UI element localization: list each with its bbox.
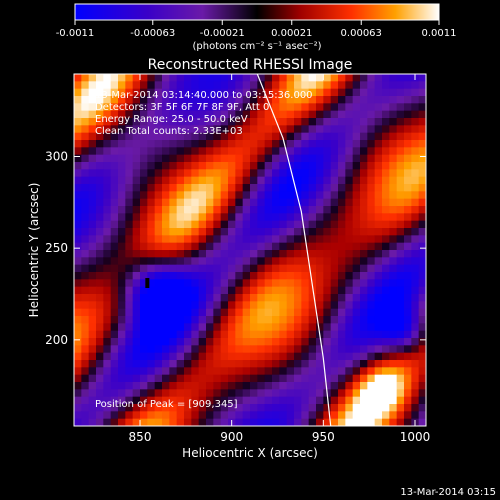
colorbar-unit-label: (photons cm⁻² s⁻¹ asec⁻²) [192,41,321,52]
colorbar-tick-label: 0.00021 [271,28,312,39]
x-tick-label: 900 [220,430,243,444]
annotation-line: Detectors: 3F 5F 6F 7F 8F 9F, Att 0 [95,102,269,113]
annotation-line: Clean Total counts: 2.33E+03 [95,126,243,137]
x-tick-label: 850 [129,430,152,444]
y-axis-label: Heliocentric Y (arcsec) [27,183,41,318]
colorbar-tick-label: -0.00021 [200,28,245,39]
peak-position-label: Position of Peak = [909,345] [95,399,238,410]
colorbar-ticks: -0.0011 -0.00063 -0.00021 0.00021 0.00063 0.0… [56,20,457,39]
colorbar-gradient [74,3,440,21]
heatmap-image [74,74,426,426]
solar-limb-curve [256,74,332,426]
colorbar-tick-label: -0.0011 [56,28,95,39]
y-tick-label: 200 [45,333,68,347]
plot-frame [73,73,427,427]
y-tick-label: 300 [45,150,68,164]
annotation-line: 13-Mar-2014 03:14:40.000 to 03:15:36.000 [95,90,313,101]
x-axis-label: Heliocentric X (arcsec) [182,446,318,460]
y-tick-label: 250 [45,241,68,255]
chart-title: Reconstructed RHESSI Image [148,57,353,73]
colorbar-tick-label: -0.00063 [130,28,175,39]
axis-ticks: 850 900 950 1000 200 250 300 [45,74,430,444]
x-tick-label: 950 [312,430,335,444]
footer-timestamp: 13-Mar-2014 03:15 [400,487,496,498]
colorbar-tick-label: 0.00063 [341,28,382,39]
annotation-line: Energy Range: 25.0 - 50.0 keV [95,114,248,125]
annotation-block: 13-Mar-2014 03:14:40.000 to 03:15:36.000… [95,90,313,137]
colorbar-tick-label: 0.0011 [422,28,457,39]
x-tick-label: 1000 [400,430,431,444]
minimum-marker [145,278,150,288]
